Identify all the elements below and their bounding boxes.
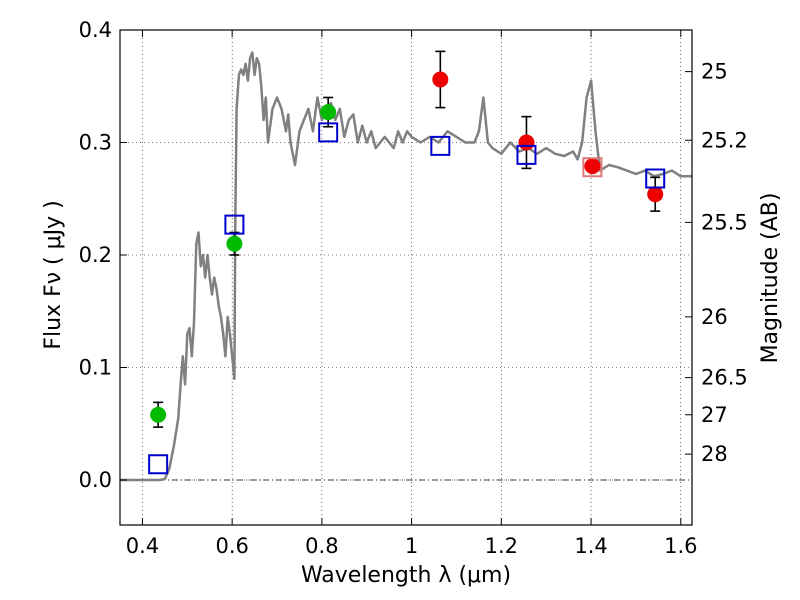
model-photometry-square: [148, 454, 169, 475]
right-tick-label: 25.5: [701, 210, 748, 234]
data-point-red: [518, 134, 535, 151]
model-photometry-square: [430, 135, 451, 156]
x-axis-ticks: 0.4 0.6 0.8 1 1.2 1.4 1.6: [126, 30, 697, 558]
y-axis-label: Flux Fν ( μJy ): [41, 200, 66, 349]
x-tick-label: 1.2: [485, 534, 518, 558]
right-tick-label: 27: [701, 403, 728, 427]
data-point-green: [320, 104, 337, 121]
data-point-red: [647, 186, 664, 203]
model-photometry-square: [645, 168, 666, 189]
model-photometry-square: [318, 122, 339, 143]
y-tick-label: 0.1: [79, 356, 112, 380]
right-axis-label: Magnitude (AB): [758, 193, 783, 364]
right-axis-ticks: 25 25.2 25.5 26 26.5 27 28: [685, 60, 748, 466]
data-point-red: [432, 71, 449, 88]
y-tick-label: 0.3: [79, 131, 112, 155]
model-photometry-square: [516, 144, 537, 165]
plot-frame: [119, 29, 693, 526]
right-tick-label: 25: [701, 60, 728, 84]
model-spectrum-line: [120, 51, 692, 482]
right-tick-label: 26.5: [701, 366, 748, 390]
y-tick-label: 0.4: [79, 18, 112, 42]
data-markers: [148, 50, 666, 475]
x-axis-label: Wavelength λ (μm): [301, 563, 511, 588]
x-tick-label: 1.6: [664, 534, 697, 558]
y-tick-label: 0.0: [79, 468, 112, 492]
right-tick-label: 28: [701, 442, 728, 466]
x-tick-label: 0.8: [305, 534, 338, 558]
right-tick-label: 25.2: [701, 128, 748, 152]
x-tick-label: 1: [405, 534, 418, 558]
plot-area: [120, 50, 692, 482]
x-tick-label: 0.6: [215, 534, 248, 558]
data-point-green: [150, 406, 167, 423]
y-tick-label: 0.2: [79, 243, 112, 267]
data-point-green: [226, 235, 243, 252]
x-tick-label: 0.4: [126, 534, 159, 558]
right-tick-label: 26: [701, 305, 728, 329]
x-tick-label: 1.4: [574, 534, 607, 558]
model-photometry-square: [582, 157, 603, 178]
model-photometry-square: [224, 214, 245, 235]
data-point-red: [584, 158, 601, 175]
y-axis-ticks: 0.0 0.1 0.2 0.3 0.4: [79, 18, 127, 492]
